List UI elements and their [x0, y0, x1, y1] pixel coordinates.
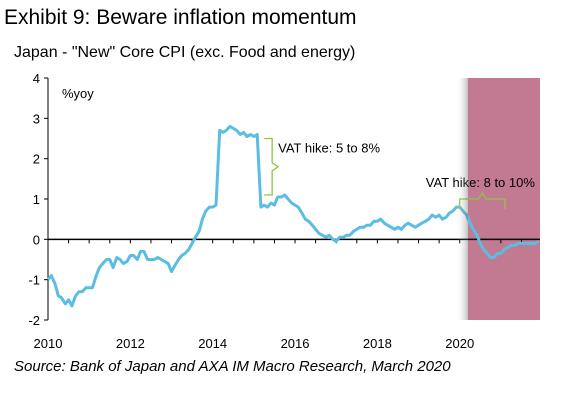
x-tick-label: 2016	[281, 336, 310, 351]
y-tick-label: 4	[33, 71, 40, 86]
y-tick-label: -1	[28, 273, 40, 288]
y-tick-label: 0	[33, 232, 40, 247]
shade-edge	[455, 78, 468, 320]
annotations: VAT hike: 5 to 8% VAT hike: 8 to 10%	[264, 137, 536, 209]
chart-subtitle: Japan - "New" Core CPI (exc. Food and en…	[14, 44, 356, 61]
vat-annotation-2: VAT hike: 8 to 10%	[426, 175, 536, 190]
x-tick-label: 2014	[198, 336, 227, 351]
vat-annotation-1: VAT hike: 5 to 8%	[278, 141, 380, 156]
chart-title: Exhibit 9: Beware inflation momentum	[4, 6, 357, 29]
y-tick-label: 2	[33, 152, 40, 167]
y-axis-label: %yoy	[62, 86, 94, 101]
source-note: Source: Bank of Japan and AXA IM Macro R…	[14, 358, 451, 375]
x-tick-label: 2012	[116, 336, 145, 351]
y-tick-label: 1	[33, 192, 40, 207]
x-tick-label: 2018	[363, 336, 392, 351]
y-tick-label: -2	[28, 313, 40, 328]
x-tick-label: 2020	[445, 336, 474, 351]
vat-bracket-1	[264, 137, 280, 196]
x-tick-label: 2010	[34, 336, 63, 351]
y-tick-label: 3	[33, 111, 40, 126]
